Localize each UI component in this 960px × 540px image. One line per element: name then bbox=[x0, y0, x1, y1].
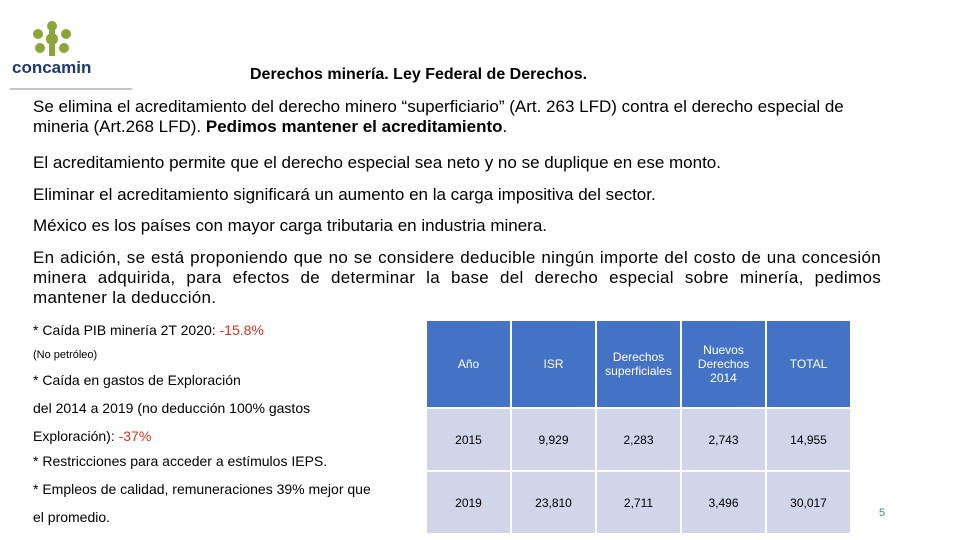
table-cell: 2,743 bbox=[682, 409, 765, 470]
note-text: (No petróleo) bbox=[33, 349, 98, 361]
header-cell: Nuevos Derechos 2014 bbox=[682, 321, 765, 407]
note: del 2014 a 2019 (no deducción 100% gasto… bbox=[33, 400, 310, 416]
note: * Caída PIB minería 2T 2020: -15.8% bbox=[33, 322, 264, 338]
header-cell: Derechos superficiales bbox=[597, 321, 680, 407]
note-text: * Restricciones para acceder a estímulos… bbox=[33, 453, 328, 469]
table-cell: 30,017 bbox=[767, 472, 850, 533]
note: * Empleos de calidad, remuneraciones 39%… bbox=[33, 481, 371, 497]
table-cell: 2,283 bbox=[597, 409, 680, 470]
table-cell: 2015 bbox=[427, 409, 510, 470]
note-highlight: -37% bbox=[118, 428, 152, 444]
table-cell: 9,929 bbox=[512, 409, 595, 470]
table-row: 2015 9,929 2,283 2,743 14,955 bbox=[427, 409, 850, 470]
text: Se elimina el acreditamiento del derecho… bbox=[33, 97, 844, 136]
table-row: 2019 23,810 2,711 3,496 30,017 bbox=[427, 472, 850, 533]
text: . bbox=[502, 117, 508, 136]
paragraph: El acreditamiento permite que el derecho… bbox=[33, 153, 721, 172]
table: Año ISR Derechos superficiales Nuevos Derec… bbox=[425, 319, 852, 535]
note: el promedio. bbox=[33, 509, 110, 525]
table-cell: 2,711 bbox=[597, 472, 680, 533]
table-cell: 23,810 bbox=[512, 472, 595, 533]
note-text: del 2014 a 2019 (no deducción 100% gasto… bbox=[33, 400, 311, 416]
note-text: Exploración): bbox=[33, 428, 119, 444]
header-cell: TOTAL bbox=[767, 321, 850, 407]
paragraph: México es los países con mayor carga tri… bbox=[33, 216, 548, 235]
note: (No petróleo) bbox=[33, 349, 97, 361]
header-cell: ISR bbox=[512, 321, 595, 407]
note: * Restricciones para acceder a estímulos… bbox=[33, 453, 327, 469]
bold-text: Pedimos mantener el acreditamiento bbox=[205, 117, 503, 136]
table-cell: 2019 bbox=[427, 472, 510, 533]
table-cell: 3,496 bbox=[682, 472, 765, 533]
logo-text: concamin bbox=[12, 58, 91, 77]
note: Exploración): -37% bbox=[33, 428, 151, 444]
header-cell: Año bbox=[427, 321, 510, 407]
note-highlight: -15.8% bbox=[219, 322, 264, 338]
note-text: el promedio. bbox=[33, 509, 111, 525]
paragraph: Eliminar el acreditamiento significará u… bbox=[33, 185, 656, 204]
note: * Caída en gastos de Exploración bbox=[33, 372, 241, 388]
note-text: * Caída PIB minería 2T 2020: bbox=[33, 322, 220, 338]
paragraph: Se elimina el acreditamiento del derecho… bbox=[33, 97, 881, 137]
title: Derechos minería. Ley Federal de Derecho… bbox=[250, 66, 588, 83]
note-text: * Caída en gastos de Exploración bbox=[33, 372, 241, 388]
table-cell: 14,955 bbox=[767, 409, 850, 470]
paragraph: En adición, se está proponiendo que no s… bbox=[33, 248, 881, 307]
logo: concamin bbox=[10, 21, 132, 90]
note-text: * Empleos de calidad, remuneraciones 39%… bbox=[33, 481, 371, 497]
page-number: 5 bbox=[879, 507, 886, 519]
